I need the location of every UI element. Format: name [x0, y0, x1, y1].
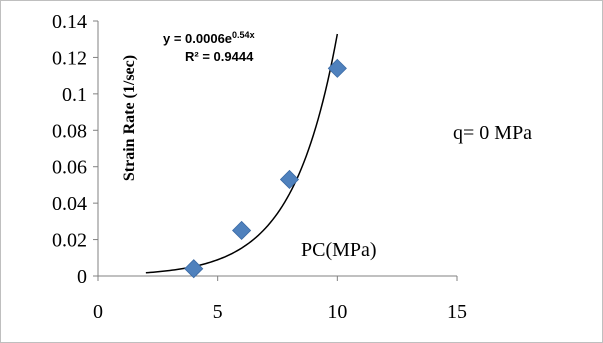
x-tick-label: 0 [93, 301, 103, 323]
x-tick-label: 10 [327, 301, 347, 323]
y-tick-label: 0.12 [52, 47, 87, 69]
y-axis-ticks: 0 0.02 0.04 0.06 0.08 0.1 0.12 0.14 [52, 11, 98, 288]
annotation-q: q= 0 MPa [453, 122, 532, 144]
y-tick-label: 0.1 [62, 84, 87, 106]
trendline [145, 33, 339, 274]
data-point-diamond [232, 220, 252, 241]
y-tick-label: 0.14 [52, 11, 87, 33]
trendline-equation-exponent: 0.54x [232, 30, 255, 40]
x-axis-ticks: 0 5 10 15 [93, 276, 467, 323]
x-tick-label: 5 [213, 301, 223, 323]
r-squared-label: R² = 0.9444 [185, 49, 254, 64]
y-tick-label: 0.08 [52, 120, 87, 142]
data-point-diamond [327, 58, 347, 78]
y-tick-label: 0.04 [52, 193, 87, 215]
y-axis-label: Strain Rate (1/sec) [121, 55, 138, 181]
trendline-equation-main: y = 0.0006e [163, 31, 232, 46]
x-axis-label: PC(MPa) [301, 239, 377, 261]
data-point-diamond [184, 259, 204, 279]
data-point-diamond [279, 169, 300, 190]
trendline-equation: y = 0.0006e0.54x [163, 30, 255, 46]
y-tick-label: 0.02 [52, 230, 87, 252]
data-points [184, 58, 347, 279]
x-tick-label: 15 [447, 301, 467, 323]
y-tick-label: 0.06 [52, 157, 87, 179]
y-tick-label: 0 [77, 266, 87, 288]
